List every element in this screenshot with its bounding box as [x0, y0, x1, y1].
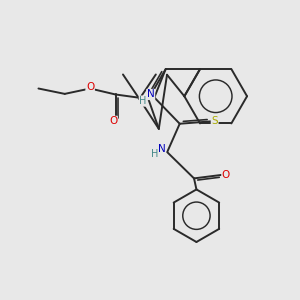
Text: N: N — [147, 89, 154, 100]
Text: O: O — [222, 170, 230, 180]
Text: S: S — [211, 116, 218, 126]
Text: H: H — [151, 149, 158, 160]
Text: O: O — [109, 116, 117, 126]
Text: H: H — [139, 96, 147, 106]
Text: N: N — [158, 143, 166, 154]
Text: O: O — [86, 82, 94, 92]
